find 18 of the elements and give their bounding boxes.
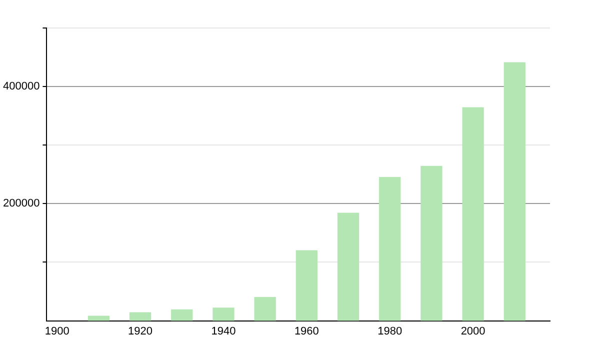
bar [212,308,234,321]
bar [420,166,442,321]
x-tick-label: 1980 [378,325,402,338]
x-tick-label: 1960 [294,325,319,338]
y-tick-label: 400000 [2,80,40,93]
bar [337,212,360,321]
x-tick-label: 1940 [211,325,236,338]
x-tick-label: 1920 [128,325,153,338]
bar [296,250,318,321]
bar [379,177,401,321]
bar [462,107,484,321]
y-tick-label: 200000 [2,198,40,210]
bar [171,309,193,321]
bar [504,62,526,321]
bar [254,297,276,321]
x-tick-label: 1900 [44,325,70,338]
bar [129,312,152,321]
x-tick-label: 2000 [460,325,486,338]
